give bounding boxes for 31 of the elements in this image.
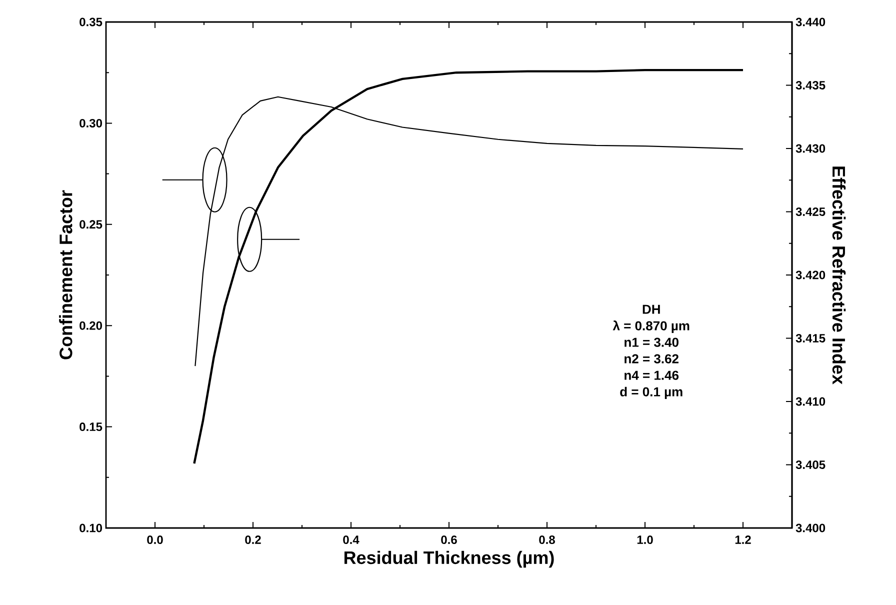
y2-tick-label: 3.430 (796, 144, 826, 153)
x-tick-label: 0.0 (147, 536, 163, 544)
annotation: DH (642, 304, 660, 314)
annotation: n2 = 3.62 (624, 354, 678, 364)
x-tick-label: 1.0 (637, 536, 653, 544)
annotation: n1 = 3.40 (624, 338, 678, 347)
y-axis-title: Confinement Factor (59, 190, 72, 360)
annotation: λ = 0.870 µm (612, 320, 690, 333)
y2-tick-label: 3.410 (796, 397, 826, 406)
y-tick-label: 0.30 (80, 118, 102, 128)
annotation: n4 = 1.46 (624, 370, 679, 380)
y2-axis-title: Effective Refractive Index (832, 166, 846, 384)
x-tick-label: 0.4 (343, 536, 360, 544)
x-tick-label: 0.8 (539, 536, 555, 544)
x-axis-title: Residual Thickness (µm) (344, 550, 554, 568)
y-tick-label: 0.15 (80, 422, 102, 432)
y2-tick-label: 3.400 (796, 524, 826, 532)
y-tick-label: 0.25 (80, 220, 102, 229)
y-tick-label: 0.35 (80, 18, 102, 26)
y2-tick-label: 3.440 (796, 18, 826, 26)
y2-tick-label: 3.425 (796, 207, 826, 216)
y2-tick-label: 3.405 (796, 460, 826, 470)
annotation: d = 0.1 µm (620, 386, 682, 399)
y2-tick-label: 3.415 (796, 334, 826, 343)
y-tick-label: 0.20 (80, 321, 102, 330)
x-tick-label: 0.2 (245, 536, 261, 544)
x-tick-label: 1.2 (735, 536, 751, 544)
x-tick-label: 0.6 (441, 536, 457, 544)
y2-tick-label: 3.420 (796, 270, 826, 280)
y-tick-label: 0.10 (80, 524, 102, 532)
y2-tick-label: 3.435 (796, 80, 826, 90)
